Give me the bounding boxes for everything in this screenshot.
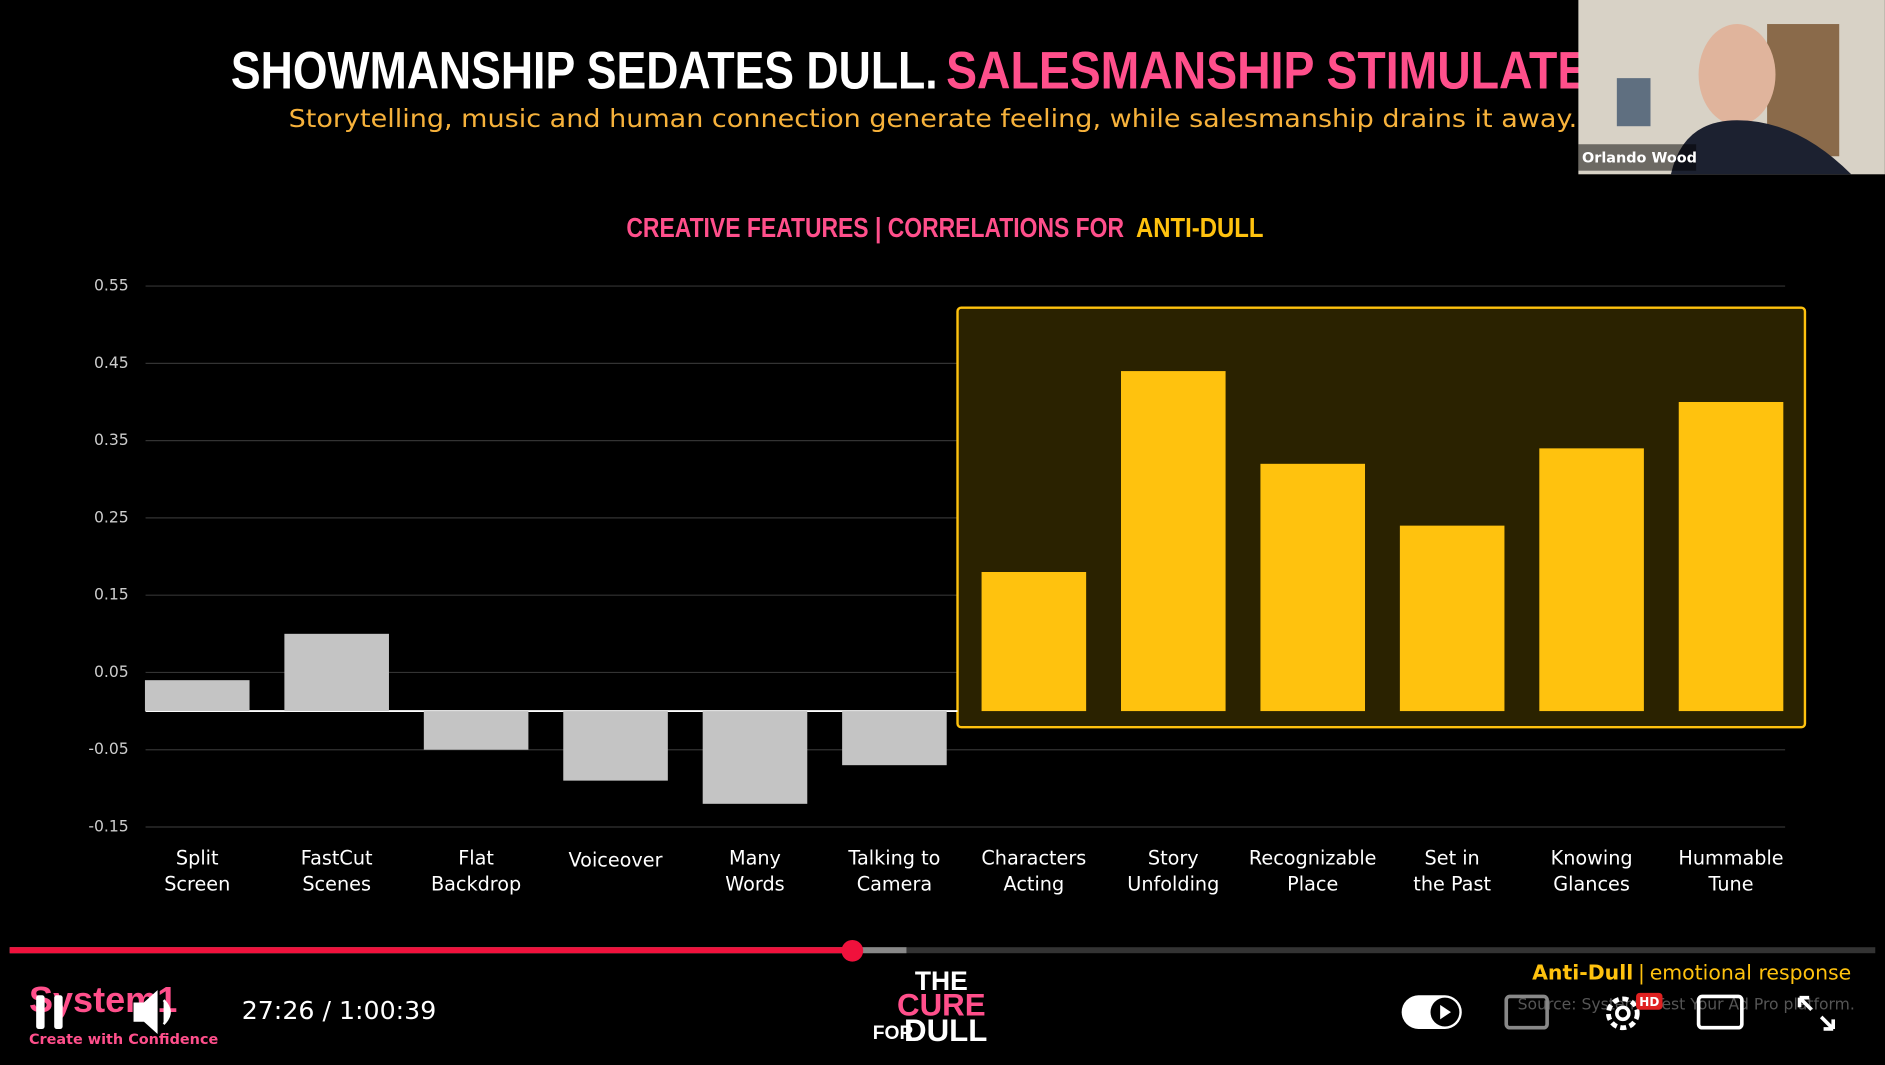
y-tick-label: 0.55 bbox=[94, 277, 129, 295]
bar bbox=[563, 711, 668, 781]
brand-line: FOR bbox=[873, 1023, 914, 1044]
scrubber[interactable] bbox=[841, 939, 864, 962]
captions-button[interactable] bbox=[1504, 994, 1549, 1030]
hd-badge bbox=[1636, 992, 1663, 1010]
bar bbox=[284, 633, 389, 712]
theater-button[interactable] bbox=[1696, 994, 1744, 1030]
x-tick-label-line: Hummable bbox=[1678, 846, 1783, 869]
slide-title-highlight: SALESMANSHIP STIMULATES bbox=[946, 41, 1619, 100]
x-tick-label: Flat Backdrop bbox=[431, 846, 521, 895]
bar bbox=[423, 711, 529, 750]
hd-label: HD bbox=[1639, 995, 1659, 1009]
x-tick-label: Talking to Camera bbox=[847, 846, 940, 895]
x-tick-label-line: Tune bbox=[1708, 872, 1754, 895]
x-tick-label: Split Screen bbox=[164, 846, 230, 895]
y-tick-label: -0.15 bbox=[88, 817, 128, 835]
x-tick-label: Voiceover bbox=[569, 848, 663, 871]
picture-frame bbox=[1616, 78, 1651, 127]
x-tick-label-line: Words bbox=[725, 872, 784, 895]
bar bbox=[1260, 463, 1366, 712]
x-tick-label-line: Acting bbox=[1004, 872, 1065, 895]
y-tick-label: 0.45 bbox=[94, 354, 129, 372]
x-tick-label-line: Flat bbox=[458, 846, 494, 869]
footer-text: Anti-Dull | emotional response bbox=[1532, 961, 1851, 986]
x-tick-label-line: Talking to bbox=[847, 846, 940, 869]
progress-track[interactable] bbox=[9, 947, 1876, 954]
played-bar bbox=[9, 947, 853, 954]
x-tick-label-line: Knowing bbox=[1551, 846, 1633, 869]
bar bbox=[1399, 525, 1505, 712]
x-tick-label-line: Backdrop bbox=[431, 872, 521, 895]
bar bbox=[702, 711, 808, 804]
footer-description: emotional response bbox=[1650, 961, 1852, 985]
brand-line: DULL bbox=[904, 1013, 987, 1048]
time-display: 27:26 / 1:00:39 bbox=[242, 996, 437, 1025]
y-tick-label: 0.35 bbox=[94, 431, 129, 449]
x-tick-label: Set in the Past bbox=[1413, 846, 1491, 895]
x-tick-label-line: Camera bbox=[857, 872, 932, 895]
brand-line: THE bbox=[915, 966, 968, 996]
x-tick-label-line: Many bbox=[729, 846, 781, 869]
x-tick-label-line: Place bbox=[1287, 872, 1338, 895]
fullscreen-button[interactable] bbox=[1797, 995, 1836, 1031]
volume-button[interactable] bbox=[133, 990, 171, 1035]
x-tick-label-line: Story bbox=[1148, 846, 1199, 869]
chart-title: CREATIVE FEATURES | CORRELATIONS FOR bbox=[626, 212, 1124, 243]
bar bbox=[1539, 448, 1644, 712]
y-tick-label: -0.05 bbox=[88, 740, 128, 758]
x-tick-label: Knowing Glances bbox=[1551, 846, 1633, 895]
footer-separator: | bbox=[1638, 961, 1645, 986]
bar bbox=[981, 571, 1087, 712]
source-note: Source: System1 Test Your Ad Pro platfor… bbox=[1518, 995, 1855, 1013]
x-tick-label: Hummable Tune bbox=[1678, 846, 1783, 895]
x-tick-label: Many Words bbox=[725, 846, 784, 895]
x-tick-label-line: Recognizable bbox=[1249, 846, 1377, 869]
x-tick-label: Characters Acting bbox=[981, 846, 1086, 895]
slide-title: SHOWMANSHIP SEDATES DULL. bbox=[231, 41, 938, 100]
footer-label: Anti-Dull bbox=[1532, 961, 1633, 985]
x-tick-label-line: Voiceover bbox=[569, 848, 663, 871]
person-face bbox=[1698, 24, 1776, 126]
x-tick-label: Story Unfolding bbox=[1127, 846, 1219, 895]
x-tick-label-line: Scenes bbox=[302, 872, 371, 895]
chart-title-highlight: ANTI-DULL bbox=[1136, 212, 1264, 243]
y-tick-label: 0.05 bbox=[94, 663, 129, 681]
x-tick-label-line: Set in bbox=[1425, 846, 1480, 869]
autoplay-toggle[interactable] bbox=[1401, 995, 1462, 1029]
y-tick-label: 0.25 bbox=[94, 508, 129, 526]
x-tick-label-line: Characters bbox=[981, 846, 1086, 869]
brand-line: CURE bbox=[897, 988, 986, 1023]
y-tick-label: 0.15 bbox=[94, 586, 129, 604]
x-tick-label-line: Glances bbox=[1553, 872, 1630, 895]
settings-button[interactable] bbox=[1606, 996, 1640, 1031]
name-tag-bg bbox=[1578, 144, 1697, 171]
bar bbox=[1678, 401, 1784, 712]
bar bbox=[1121, 371, 1226, 712]
x-tick-label: Recognizable Place bbox=[1249, 846, 1377, 895]
x-tick-label-line: Unfolding bbox=[1127, 872, 1219, 895]
bar bbox=[842, 711, 947, 766]
x-tick-label-line: Screen bbox=[164, 872, 230, 895]
x-tick-label-line: the Past bbox=[1413, 872, 1491, 895]
bar bbox=[144, 680, 250, 712]
x-tick-label-line: Split bbox=[176, 846, 219, 869]
pause-button[interactable] bbox=[36, 995, 63, 1029]
logo-tagline: Create with Confidence bbox=[29, 1032, 219, 1048]
x-tick-label: FastCut Scenes bbox=[301, 846, 373, 895]
slide-subtitle: Storytelling, music and human connection… bbox=[289, 104, 1578, 133]
webcam-name: Orlando Wood bbox=[1582, 151, 1697, 167]
person-suit bbox=[1670, 120, 1852, 175]
x-tick-label-line: FastCut bbox=[301, 846, 373, 869]
